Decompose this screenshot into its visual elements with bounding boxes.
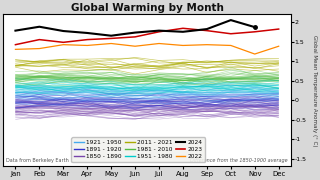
Title: Global Warming by Month: Global Warming by Month [71, 3, 223, 13]
Y-axis label: Global Mean Temperature Anomaly (° C): Global Mean Temperature Anomaly (° C) [312, 35, 316, 146]
Text: Difference from the 1850-1900 average: Difference from the 1850-1900 average [190, 158, 288, 163]
Text: Data from Berkeley Earth: Data from Berkeley Earth [6, 158, 69, 163]
Legend: 1921 - 1950, 1891 - 1920, 1850 - 1890, 2011 - 2021, 1981 - 2010, 1951 - 1980, 20: 1921 - 1950, 1891 - 1920, 1850 - 1890, 2… [71, 137, 205, 162]
